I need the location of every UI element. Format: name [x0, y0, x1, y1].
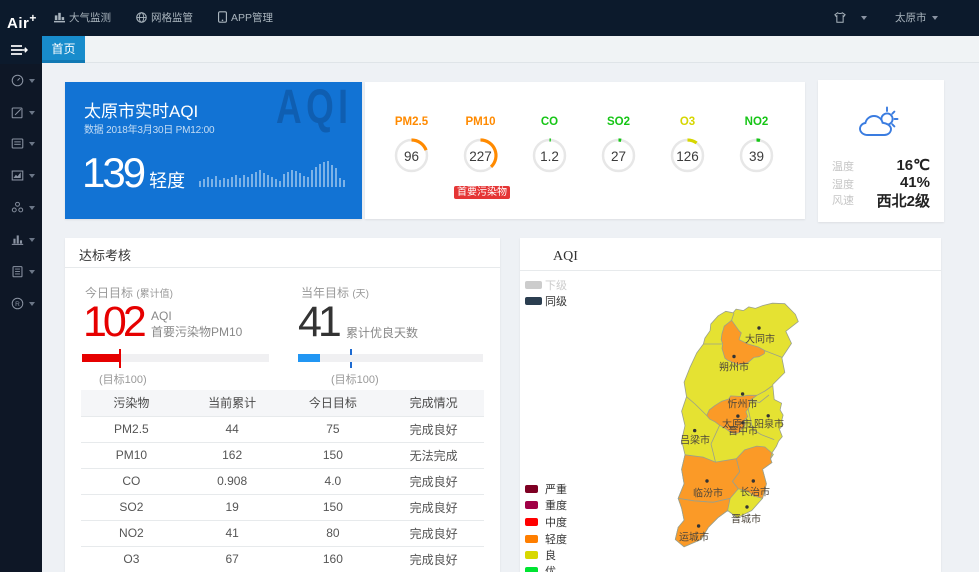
svg-text:长治市: 长治市 [740, 486, 770, 499]
svg-text:大同市: 大同市 [745, 333, 775, 346]
svg-text:阳泉市: 阳泉市 [754, 418, 784, 431]
svg-text:R: R [15, 301, 20, 308]
svg-text:运城市: 运城市 [679, 531, 709, 544]
svg-text:太原市: 太原市 [722, 418, 752, 431]
svg-text:晋中市: 晋中市 [728, 425, 758, 438]
svg-text:临汾市: 临汾市 [693, 487, 723, 500]
svg-text:吕梁市: 吕梁市 [680, 434, 710, 447]
svg-text:晋城市: 晋城市 [731, 513, 761, 526]
svg-text:忻州市: 忻州市 [728, 398, 758, 411]
svg-text:朔州市: 朔州市 [719, 361, 749, 374]
